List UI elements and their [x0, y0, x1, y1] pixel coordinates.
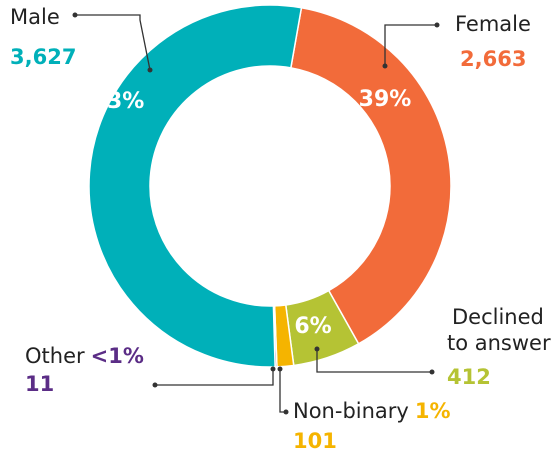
leader-dot — [152, 382, 158, 388]
leader-line — [75, 14, 151, 71]
label-line: Declined — [452, 305, 551, 329]
category-label: Declined to answer — [447, 305, 551, 355]
slice — [88, 4, 303, 368]
label-line: to answer — [447, 331, 551, 355]
leader-dot — [314, 346, 320, 352]
category-label: Other — [25, 344, 85, 368]
percent-label: 1% — [415, 399, 451, 423]
category-label: Female — [455, 12, 531, 36]
category-label: Non-binary — [293, 399, 409, 423]
leader-line — [155, 369, 274, 386]
leader-dot — [382, 63, 388, 69]
slice — [289, 6, 452, 345]
category-label: Male — [10, 5, 60, 29]
value-label: 2,663 — [460, 47, 526, 71]
leader-dot — [72, 12, 78, 18]
percent-label: 53% — [92, 89, 145, 114]
leader-dot — [283, 409, 289, 415]
leader-line — [279, 369, 286, 413]
percent-label: 39% — [359, 87, 412, 112]
value-label: 3,627 — [10, 45, 76, 69]
leader-dot — [434, 22, 440, 28]
leader-dot — [270, 366, 276, 372]
value-label: 412 — [447, 365, 491, 389]
leader-line — [316, 349, 432, 373]
percent-label: <1% — [91, 344, 144, 368]
leader-dot — [277, 366, 283, 372]
leader-dot — [147, 67, 153, 73]
value-label: 11 — [25, 372, 54, 396]
percent-label: 6% — [294, 314, 331, 339]
value-label: 101 — [293, 429, 337, 453]
leader-line — [384, 24, 437, 66]
leader-dot — [429, 369, 435, 375]
